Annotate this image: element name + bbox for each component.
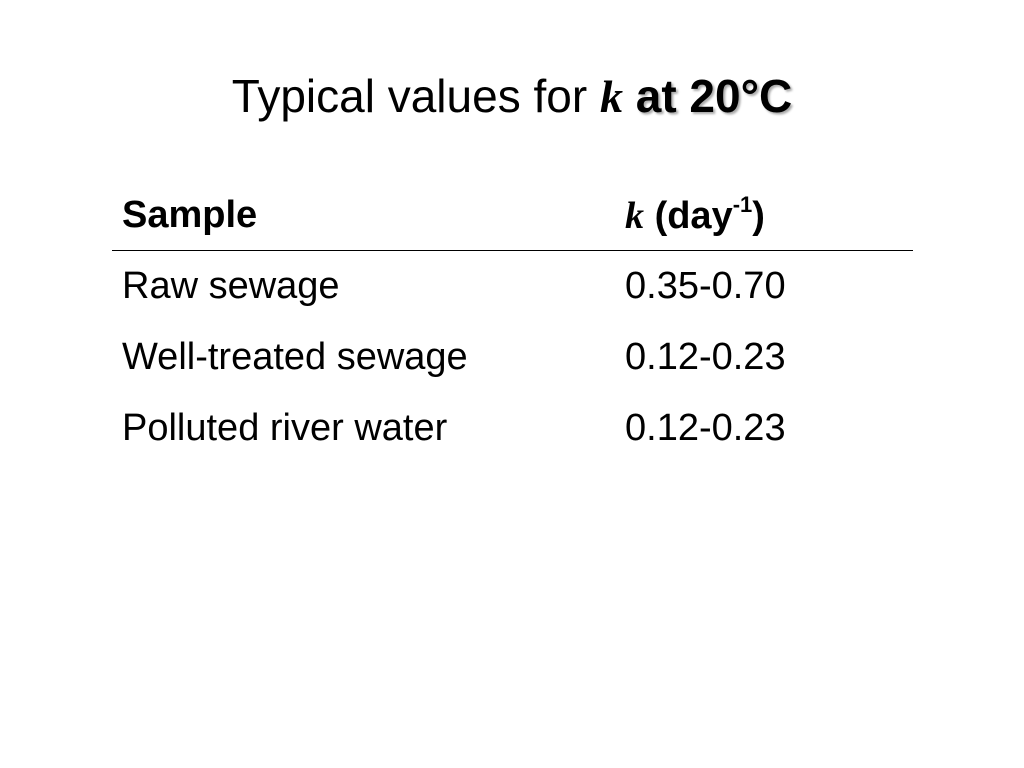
table-cell: 0.12-0.23: [625, 407, 786, 449]
table-row: Well-treated sewage 0.12-0.23: [112, 324, 913, 395]
header-symbol: k: [625, 195, 644, 237]
table-cell: Raw sewage: [122, 265, 340, 307]
title-prefix: Typical values for: [231, 70, 588, 122]
table-row: Raw sewage 0.35-0.70: [112, 253, 913, 324]
header-cell: k (day-1): [625, 194, 765, 238]
table-row: Polluted river water 0.12-0.23: [112, 395, 913, 466]
header-unit-close: ): [752, 195, 765, 237]
table-cell: Well-treated sewage: [122, 336, 468, 378]
header-exponent: -1: [732, 192, 753, 217]
table-cell: 0.12-0.23: [625, 336, 786, 378]
slide-title: Typical values for k at 20°C: [0, 66, 1024, 127]
table-header: Sample k (day-1): [112, 186, 913, 251]
title-symbol: k: [599, 71, 623, 122]
table-body: Raw sewage 0.35-0.70 Well-treated sewage 0.…: [112, 253, 913, 466]
table-cell: 0.35-0.70: [625, 265, 786, 307]
table: Sample k (day-1) Raw sewage 0.35-0.70 Well…: [112, 186, 913, 466]
table-cell: Polluted river water: [122, 407, 448, 449]
header-unit: (day: [654, 195, 733, 237]
header-cell: Sample: [122, 194, 258, 236]
title-suffix: at 20°C: [635, 70, 793, 122]
